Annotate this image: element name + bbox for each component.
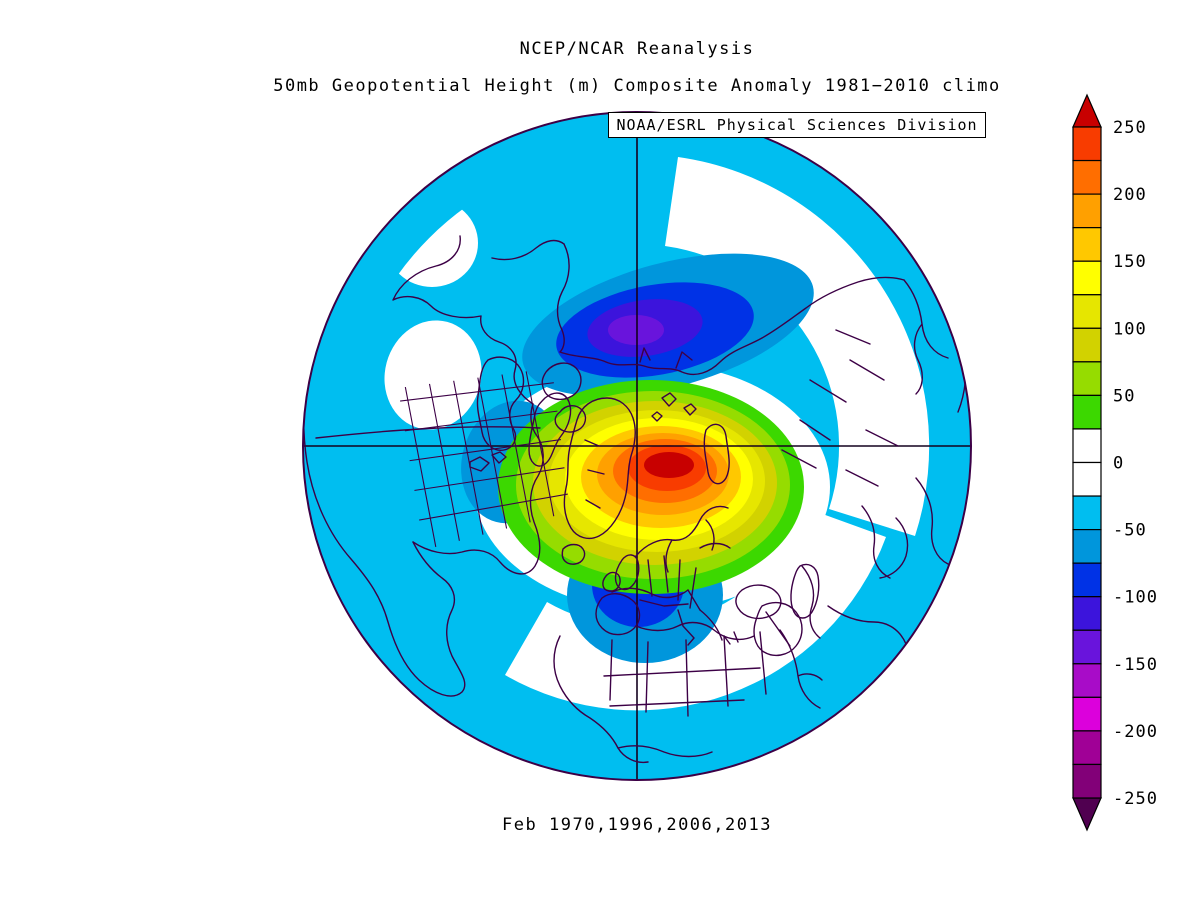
- coastline-iceland: [561, 543, 586, 565]
- colorbar-tick-label: -200: [1113, 722, 1158, 742]
- colorbar-tick-label: -250: [1113, 789, 1158, 809]
- colorbar-tick-label: 150: [1113, 252, 1147, 272]
- coastline-chukotka: [491, 239, 565, 261]
- colorbar-segment: [1072, 260, 1102, 296]
- colorbar-tick-label: -100: [1113, 588, 1158, 608]
- colorbar-segment: [1072, 596, 1102, 631]
- coastline-japan-korea-china: [861, 477, 949, 579]
- source-label-box: NOAA/ESRL Physical Sciences Division: [608, 112, 986, 138]
- colorbar-tick-label: -150: [1113, 655, 1158, 675]
- us-state-lines-ew: [398, 381, 570, 523]
- coastline-africa-guinea: [617, 745, 713, 758]
- coastline-svalbard-fjl: [651, 392, 697, 422]
- coastline-scandinavia: [635, 505, 729, 557]
- colorbar-tick-label: 200: [1113, 185, 1147, 205]
- colorbar-segment: [1072, 126, 1102, 162]
- colorbar-segment: [1072, 696, 1102, 732]
- coastline-ireland: [602, 571, 621, 592]
- map-fill-layers: [303, 112, 971, 780]
- siberia-anomaly-core: [608, 315, 664, 345]
- coastline-caspian: [790, 563, 820, 619]
- coastline-arctic-island-2: [554, 405, 587, 433]
- warm-core-250: [644, 452, 694, 478]
- colorbar-segment: [1072, 495, 1102, 531]
- colorbar-tick-label: 50: [1113, 386, 1135, 406]
- colorbar-segment: [1072, 294, 1102, 329]
- coastline-novaya-zemlya: [703, 423, 730, 485]
- coastline-mediterranean: [635, 621, 755, 641]
- coastline-na-west: [303, 296, 466, 697]
- coastline-siberia-arctic: [556, 243, 905, 376]
- colorbar-segment: [1072, 730, 1102, 766]
- colorbar-segment: [1072, 327, 1102, 363]
- coastline-uk: [614, 554, 640, 591]
- colorbar-arrow-top: [1072, 93, 1102, 128]
- colorbar-segment: [1072, 159, 1102, 195]
- colorbar-tick-label: 250: [1113, 118, 1147, 138]
- colorbar-segment: [1072, 361, 1102, 397]
- colorbar-segment: [1072, 193, 1102, 229]
- colorbar-tick-label: -50: [1113, 521, 1147, 541]
- white-band-top-right: [665, 157, 930, 536]
- coastline-balkans-aegean: [699, 609, 739, 645]
- coastline-greenland: [563, 397, 636, 540]
- coastline-italy: [677, 609, 695, 646]
- coastline-taymyr-yamal: [639, 347, 693, 369]
- coastline-hudson-bay: [476, 356, 525, 451]
- colorbar-tick-label: 100: [1113, 319, 1147, 339]
- colorbar-segment: [1072, 227, 1102, 262]
- colorbar-segment: [1072, 562, 1102, 598]
- us-state-grid: [398, 368, 570, 549]
- coastline-black-sea: [735, 584, 782, 620]
- coastline-okhotsk-kamchatka: [903, 279, 949, 395]
- colorbar-segment: [1072, 394, 1102, 430]
- colorbar-segment: [1072, 629, 1102, 665]
- coastline-africa-west: [553, 635, 649, 764]
- coastline-baltic: [665, 519, 731, 573]
- source-label: NOAA/ESRL Physical Sciences Division: [616, 116, 978, 134]
- colorbar-segment: [1072, 529, 1102, 564]
- colorbar-segment: [1072, 461, 1102, 497]
- coastline-alaska: [392, 235, 534, 405]
- coastline-arabia: [753, 601, 803, 657]
- coastline-greenland-fjords: [584, 439, 605, 509]
- page-subtitle: 50mb Geopotential Height (m) Composite A…: [273, 76, 1001, 96]
- colorbar: 250 200 150 100 50 0 -50 -100 -150 -200 -250: [1072, 93, 1158, 832]
- page-title: NCEP/NCAR Reanalysis: [519, 39, 755, 59]
- borders-europe: [639, 555, 701, 611]
- borders-central-asia: [781, 329, 899, 487]
- colorbar-tick-label: 0: [1113, 454, 1124, 474]
- us-state-lines-ns: [403, 368, 557, 549]
- colorbar-segment: [1072, 428, 1102, 464]
- coastline-south-asia: [801, 565, 907, 645]
- colorbar-segment: [1072, 663, 1102, 698]
- borders-africa: [603, 631, 767, 717]
- colorbar-arrow-bottom: [1072, 797, 1102, 832]
- crosshair-grid: [303, 112, 971, 780]
- colorbar-segment: [1072, 763, 1102, 799]
- composite-dates-caption: Feb 1970,1996,2006,2013: [502, 815, 772, 835]
